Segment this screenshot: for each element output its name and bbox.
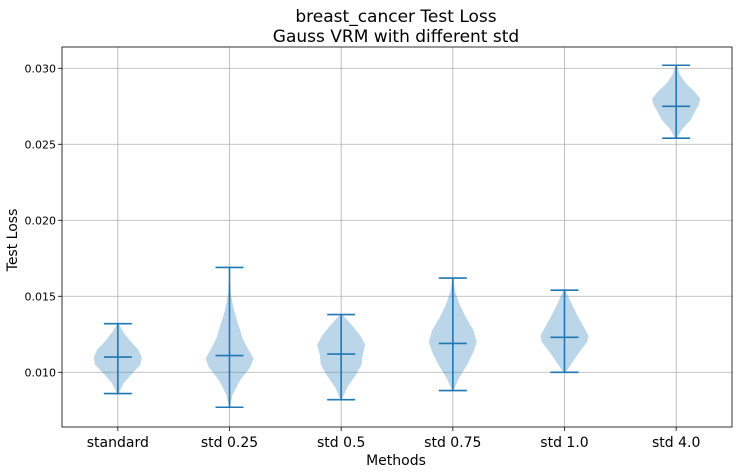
x-tick-label: std 0.5 xyxy=(317,435,365,451)
y-tick-label: 0.030 xyxy=(25,62,57,75)
violins xyxy=(93,64,701,409)
x-tick-label: standard xyxy=(87,435,149,451)
y-tick-label: 0.015 xyxy=(25,290,57,303)
chart-title-line1: breast_cancer Test Loss xyxy=(295,7,496,27)
x-tick-label: std 0.25 xyxy=(201,435,258,451)
y-axis-label: Test Loss xyxy=(5,209,21,273)
y-tick-label: 0.010 xyxy=(25,366,57,379)
y-tick-label: 0.020 xyxy=(25,214,57,227)
x-tick-label: std 0.75 xyxy=(424,435,481,451)
x-axis-label: Methods xyxy=(366,453,426,469)
chart-title-line2: Gauss VRM with different std xyxy=(273,27,519,47)
x-tick-label: std 1.0 xyxy=(540,435,588,451)
y-tick-label: 0.025 xyxy=(25,138,57,151)
x-tick-label: std 4.0 xyxy=(652,435,700,451)
plot-frame xyxy=(61,46,733,428)
y-axis-ticks: 0.010 0.015 0.020 0.025 0.030 xyxy=(25,62,62,379)
x-axis-ticks: standard std 0.25 std 0.5 std 0.75 std 1.0 st… xyxy=(87,427,700,451)
